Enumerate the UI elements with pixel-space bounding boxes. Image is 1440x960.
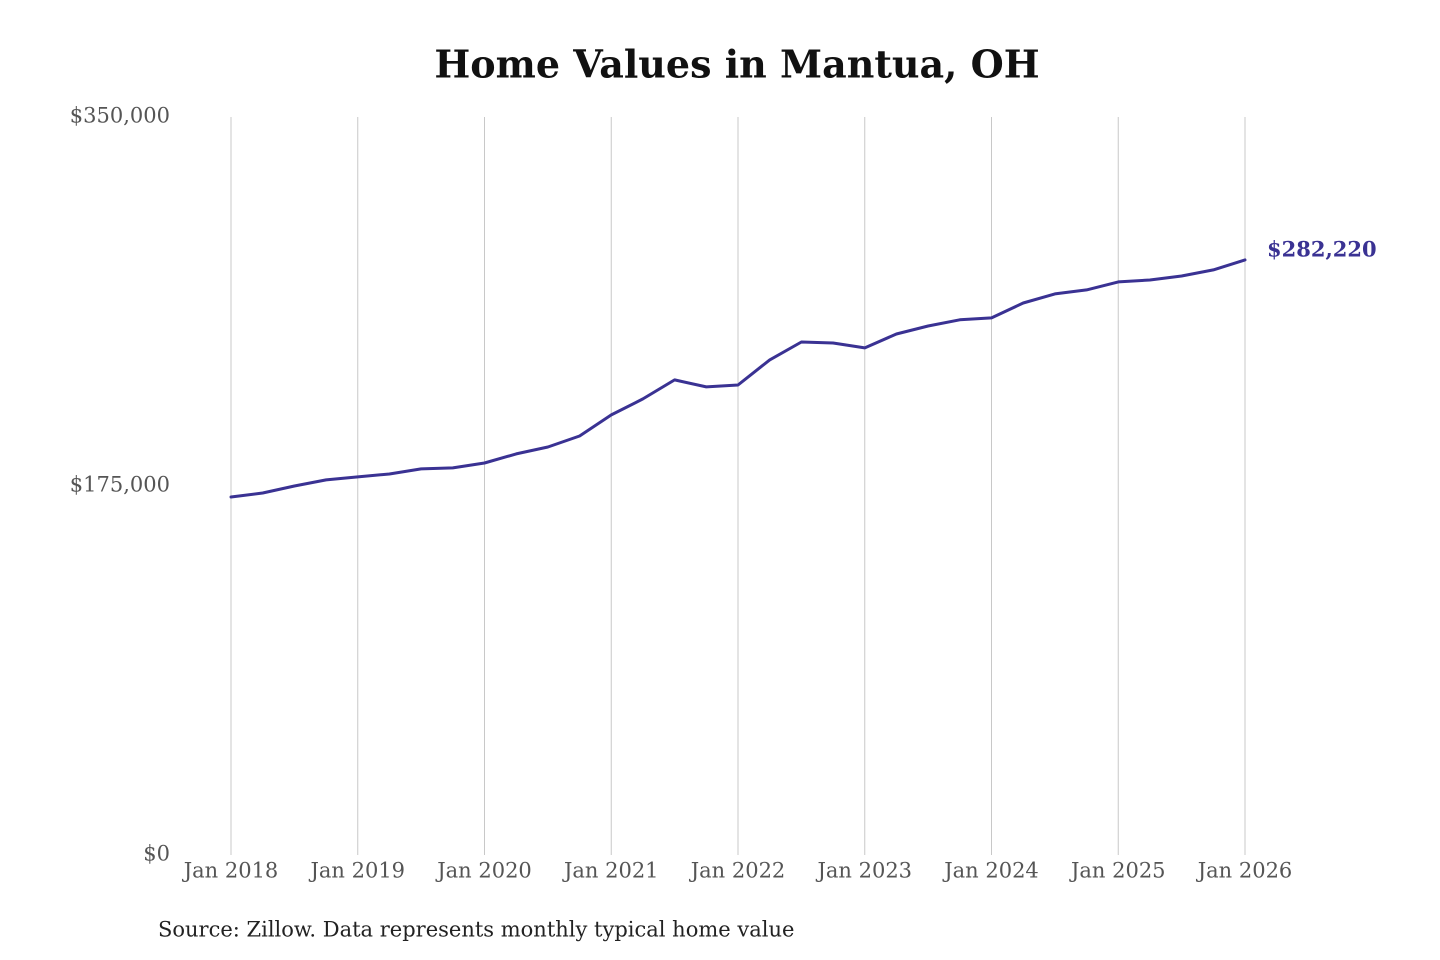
- end-value-label: $282,220: [1267, 236, 1377, 261]
- source-note: Source: Zillow. Data represents monthly …: [158, 918, 794, 942]
- x-tick-label: Jan 2019: [308, 859, 405, 883]
- data-line: [229, 258, 1247, 499]
- x-tick-label: Jan 2023: [815, 859, 912, 883]
- x-tick-label: Jan 2022: [689, 859, 786, 883]
- x-tick-label: Jan 2026: [1196, 859, 1293, 883]
- x-tick-label: Jan 2024: [942, 859, 1039, 883]
- x-tick-label: Jan 2021: [562, 859, 659, 883]
- x-tick-label: Jan 2025: [1069, 859, 1166, 883]
- y-tick-label: $175,000: [70, 473, 170, 497]
- y-tick-label: $350,000: [70, 104, 170, 128]
- chart-title: Home Values in Mantua, OH: [434, 42, 1039, 87]
- x-tick-label: Jan 2018: [182, 859, 279, 883]
- x-tick-label: Jan 2020: [435, 859, 532, 883]
- y-tick-label: $0: [143, 842, 170, 866]
